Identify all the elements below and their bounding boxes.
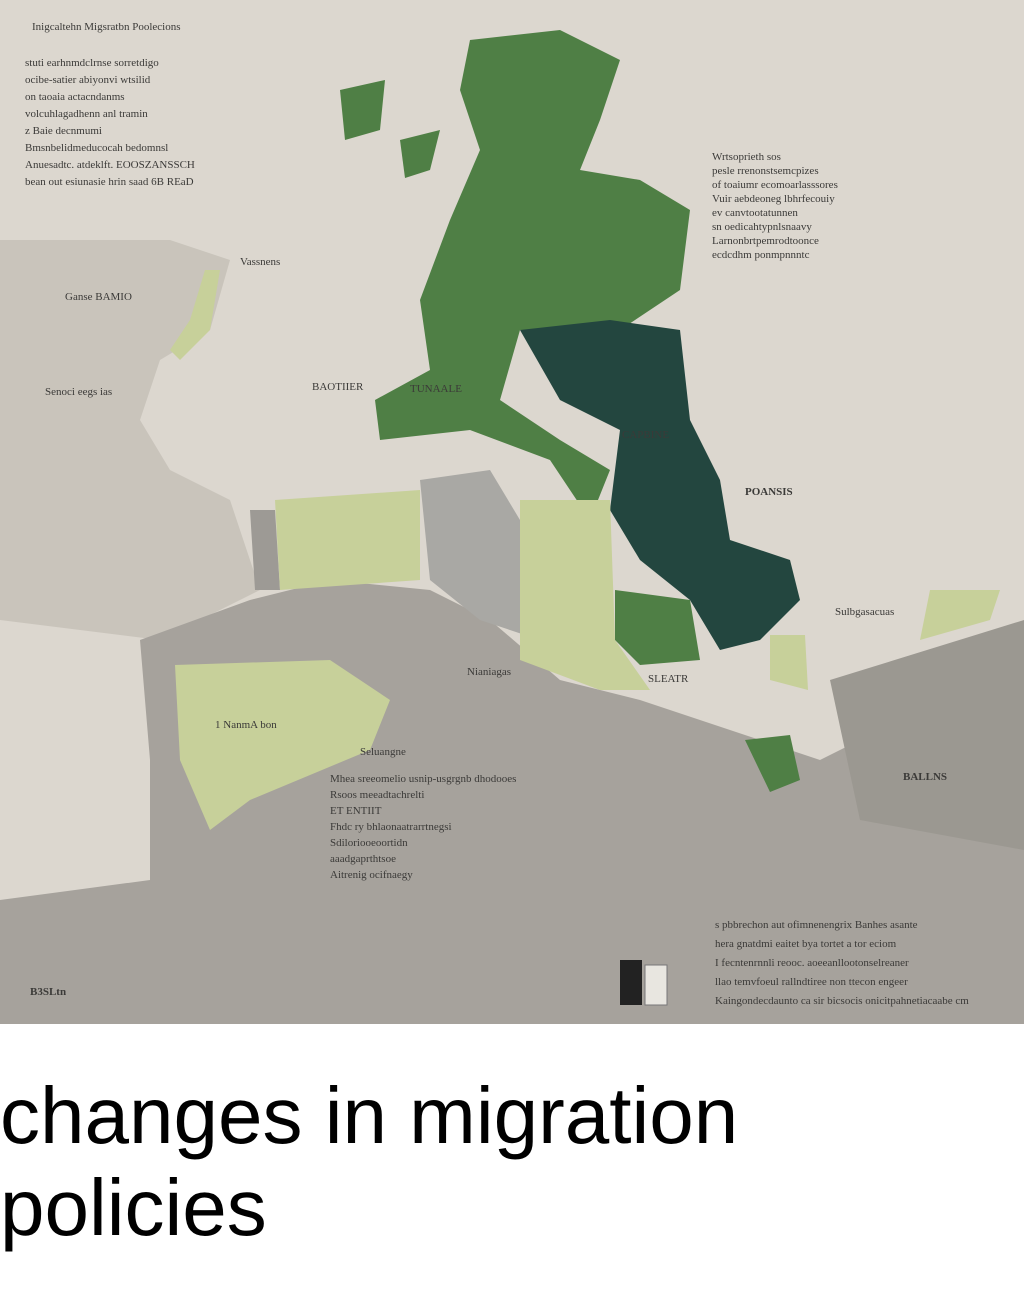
- note-line: Larnonbrtpemrodtoonce: [712, 235, 819, 247]
- region: [420, 470, 540, 640]
- region: [250, 510, 280, 590]
- note-line: ocibe-satier abiyonvi wtsilid: [25, 74, 151, 86]
- note-line: on taoaia actacndanms: [25, 91, 125, 103]
- note-line: volcuhlagadhenn anl tramin: [25, 108, 148, 120]
- note-line: Mhea sreeomelio usnip-usgrgnb dhodooes: [330, 773, 516, 785]
- note-line: llao temvfoeul rallndtiree non ttecon en…: [715, 976, 908, 988]
- region: [745, 735, 800, 792]
- note-line: Kaingondecdaunto ca sir bicsocis onicitp…: [715, 995, 969, 1007]
- note-line: Fhdc ry bhlaonaatrarrtnegsi: [330, 821, 452, 833]
- map-label: Seluangne: [360, 746, 406, 758]
- note-line: Anuesadtc. atdeklft. EOOSZANSSCH: [25, 159, 195, 171]
- region: [770, 635, 808, 690]
- region: [170, 270, 220, 360]
- note-line: sn oedicahtypnlsnaavy: [712, 221, 812, 233]
- map-label: Sulbgasacuas: [835, 606, 894, 618]
- region: [175, 660, 390, 830]
- icon: [644, 964, 668, 1006]
- note-line: ET ENTIIT: [330, 805, 382, 817]
- note-line: Bmsnbelidmeducocah bedomnsl: [25, 142, 168, 154]
- region: [0, 240, 260, 640]
- region: [275, 490, 420, 590]
- map-label: SLEATR: [648, 673, 689, 685]
- map-label: 1 NanmA bon: [215, 719, 277, 731]
- note-line: z Baie decnmumi: [25, 125, 102, 137]
- note-line: Wrtsoprieth sos: [712, 151, 781, 163]
- region: [340, 80, 385, 140]
- icon: [620, 960, 642, 1005]
- map-label: Vassnens: [240, 256, 280, 268]
- map-label: Ganse BAMIO: [65, 291, 132, 303]
- note-line: Vuir aebdeoneg lbhrfecouiy: [712, 193, 835, 205]
- note-line: Sdiloriooeoortidn: [330, 837, 408, 849]
- note-line: I fecntenrnnli reooc. aoeeanllootonselre…: [715, 957, 909, 969]
- note-line: pesle rrenonstsemcpizes: [712, 165, 819, 177]
- caption: changes in migration policies: [0, 1071, 739, 1252]
- note-line: bean out esiunasie hrin saad 6B REaD: [25, 176, 194, 188]
- map-label: CAPBINE: [622, 429, 669, 441]
- region: [615, 590, 700, 665]
- note-line: hera gnatdmi eaitet bya tortet a tor eci…: [715, 938, 897, 950]
- map-label: TUNAALE: [410, 383, 462, 395]
- map-label: Senoci eegs ias: [45, 386, 112, 398]
- note-line: Aitrenig ocifnaegy: [330, 869, 413, 881]
- region: [520, 320, 800, 650]
- map-label: POANSIS: [745, 486, 793, 498]
- map-label: BALLNS: [903, 771, 947, 783]
- note-line: s pbbrechon aut ofimnenengrix Banhes asa…: [715, 919, 918, 931]
- map-label: BAOTIIER: [312, 381, 364, 393]
- map-title: Inigcaltehn Migsratbn Poolecions: [32, 21, 180, 33]
- footer-logo: B3SLtn: [30, 986, 66, 998]
- note-line: Rsoos meeadtachrelti: [330, 789, 424, 801]
- note-line: stuti earhnmdclrnse sorretdigo: [25, 57, 159, 69]
- map: Inigcaltehn Migsratbn Poolecions stuti e…: [0, 0, 1024, 1024]
- region: [400, 130, 440, 178]
- region: [375, 30, 690, 520]
- region: [920, 590, 1000, 640]
- map-label: Nianiagas: [467, 666, 511, 678]
- note-line: ecdcdhm ponmpnnntc: [712, 249, 810, 261]
- note-line: ev canvtootatunnen: [712, 207, 798, 219]
- note-line: of toaiumr ecomoarlasssores: [712, 179, 838, 191]
- note-line: aaadgaprthtsoe: [330, 853, 396, 865]
- region: [830, 620, 1024, 850]
- region: [520, 500, 650, 690]
